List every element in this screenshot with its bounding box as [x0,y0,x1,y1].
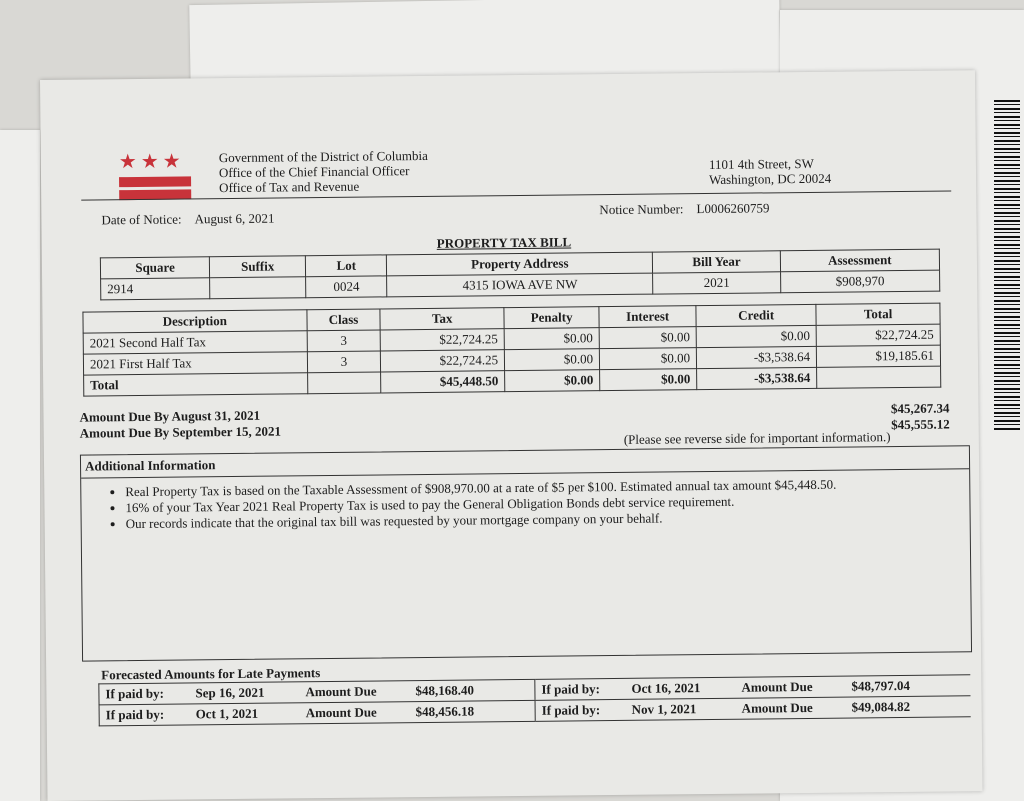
background-sheet [0,130,40,801]
property-table: Square Suffix Lot Property Address Bill Year… [100,249,940,301]
charge-cell: $0.00 [504,327,600,350]
charge-cell: $0.00 [599,368,697,391]
forecast-date: Oct 1, 2021 [195,705,259,722]
charge-cell: $22,724.25 [816,324,941,347]
paid-by-label: If paid by: [105,706,165,723]
charges-header: Penalty [504,306,600,329]
charges-header: Total [816,303,941,326]
date-label: Date of Notice: [101,211,182,228]
forecast-cell: If paid by: Nov 1, 2021 Amount Due $49,084.… [535,695,971,722]
property-value: $908,970 [780,270,940,293]
charge-cell: 2021 Second Half Tax [83,330,307,355]
notice-number: L0006260759 [696,200,770,217]
charge-cell: -$3,538.64 [696,367,817,390]
property-value [209,276,307,299]
paid-by-label: If paid by: [105,685,165,702]
stars-icon: ★★★ [118,150,185,174]
forecast-date: Sep 16, 2021 [195,684,265,701]
forecast-amount: $49,084.82 [851,698,911,715]
notice-label: Notice Number: [599,201,684,218]
reverse-side-note: (Please see reverse side for important i… [623,429,891,447]
charge-cell [816,366,941,389]
charges-header: Description [82,309,307,334]
amount-due-value: $45,267.34 [890,400,950,417]
amount-due-label: Amount Due [305,704,377,721]
property-value: 2021 [652,271,781,295]
charge-cell: $0.00 [696,325,817,348]
paid-by-label: If paid by: [541,681,601,697]
charges-header: Tax [380,307,505,330]
forecast-date: Nov 1, 2021 [631,701,697,717]
charge-cell: 2021 First Half Tax [83,351,308,376]
charges-table: Description Class Tax Penalty Interest Credit… [82,303,941,397]
forecast-cell: If paid by: Oct 1, 2021 Amount Due $48,456.… [99,700,536,726]
charge-cell: $22,724.25 [380,328,505,351]
property-header: Property Address [386,252,653,276]
forecast-amount: $48,797.04 [851,677,910,694]
page-title: PROPERTY TAX BILL [436,234,572,251]
property-tax-bill: ★★★ Government of the District of Columb… [40,70,983,801]
barcode [994,100,1020,430]
charge-cell: Total [83,372,308,397]
charges-header: Credit [696,304,817,327]
charge-cell: $0.00 [599,326,697,349]
agency-name: Government of the District of Columbia O… [218,147,428,196]
charge-cell: $0.00 [504,369,600,392]
property-value: 2914 [100,277,210,300]
amount-due-label: Amount Due [741,678,813,695]
charge-cell: $22,724.25 [380,349,505,372]
property-header: Suffix [209,255,306,278]
property-header: Bill Year [652,250,781,274]
forecast-amount: $48,168.40 [415,682,474,699]
notice-date: August 6, 2021 [194,210,275,227]
charge-cell: 3 [306,329,381,352]
charge-cell: $0.00 [599,347,697,370]
property-header: Square [100,256,210,279]
amount-due-label: Amount Due [741,699,813,716]
property-value: 4315 IOWA AVE NW [386,273,654,297]
forecast-amount: $48,456.18 [415,703,475,720]
forecast-date: Oct 16, 2021 [631,680,701,696]
charge-cell [307,371,382,394]
charge-cell: $0.00 [504,348,600,371]
property-header: Assessment [780,249,940,272]
additional-info-title: Additional Information [80,446,970,479]
charges-header: Interest [599,305,697,328]
forecast-table: If paid by: Sep 16, 2021 Amount Due $48,168… [98,674,971,726]
amount-due-value: $45,555.12 [891,416,950,433]
property-value: 0024 [305,275,388,298]
charge-cell: $45,448.50 [380,370,505,393]
amount-due-label: Amount Due [305,683,377,700]
paid-by-label: If paid by: [541,702,601,718]
charges-header: Class [306,308,381,331]
dc-flag-logo: ★★★ [118,148,192,201]
property-header: Lot [305,254,387,277]
agency-address: 1101 4th Street, SW Washington, DC 20024 [708,155,832,187]
charge-cell: -$3,538.64 [696,346,817,369]
additional-info-box: Additional Information Real Property Tax… [79,445,973,662]
charge-cell: $19,185.61 [816,345,941,368]
charge-cell: 3 [306,350,381,373]
